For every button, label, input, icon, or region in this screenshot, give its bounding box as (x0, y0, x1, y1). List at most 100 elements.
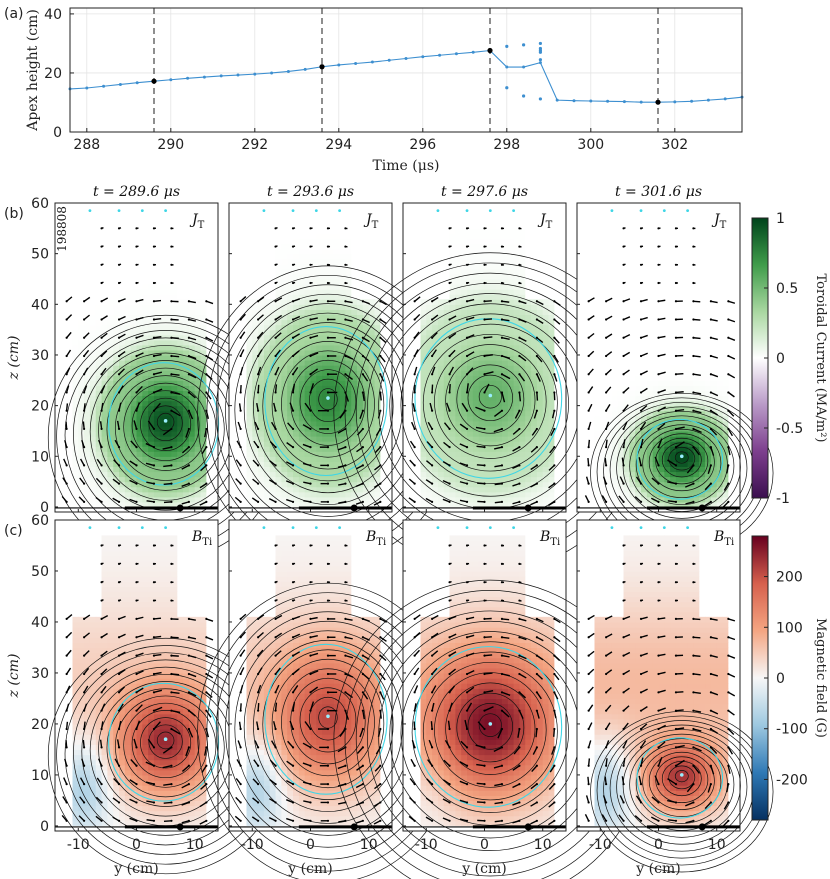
y-tick-label: 20 (31, 399, 49, 415)
heatmap-cell (165, 329, 173, 336)
vector-arrow (269, 441, 277, 448)
heatmap-cell (148, 223, 155, 229)
heatmap-cell (304, 233, 312, 240)
heatmap-cell (345, 233, 352, 240)
vector-arrow (153, 402, 161, 412)
vector-base (83, 373, 86, 376)
heatmap-cell (130, 344, 138, 351)
heatmap-cell (293, 299, 300, 305)
heatmap-cell (159, 258, 167, 265)
heatmap-cell (345, 218, 352, 224)
heatmap-cell (107, 258, 114, 265)
heatmap-cell (449, 339, 456, 346)
vector-base (535, 464, 538, 467)
data-point (639, 100, 643, 104)
vector-base (83, 318, 86, 321)
heatmap-cell (467, 309, 474, 316)
vector-base (83, 500, 86, 503)
heatmap-cell (322, 268, 329, 275)
heatmap-cell (130, 319, 138, 326)
heatmap-cell (258, 299, 265, 305)
vector-base (187, 354, 190, 358)
heatmap-cell (304, 339, 312, 346)
heatmap-cell (496, 390, 503, 397)
vector-arrow (100, 402, 104, 411)
heatmap-cell (293, 430, 300, 437)
vector-base (448, 500, 451, 503)
vector-arrow (547, 501, 555, 507)
heatmap-cell (455, 405, 462, 412)
heatmap-cell (136, 430, 143, 437)
heatmap-cell (472, 273, 480, 280)
heatmap-cell (525, 476, 532, 483)
heatmap-cell (304, 360, 312, 366)
heatmap-cell (437, 375, 445, 381)
heatmap-cell (507, 349, 515, 356)
vector-base (448, 373, 451, 376)
heatmap-cell (467, 476, 474, 483)
heatmap-cell (339, 486, 347, 493)
heatmap-cell (148, 349, 155, 356)
heatmap-cell (148, 253, 155, 260)
heatmap-cell (113, 299, 120, 305)
heatmap-cell (467, 501, 474, 507)
heatmap-cell (136, 456, 143, 462)
heatmap-cell (339, 395, 347, 402)
heatmap-cell (507, 273, 515, 280)
heatmap-cell (165, 400, 173, 407)
heatmap-cell (351, 339, 358, 346)
heatmap-cell (269, 496, 277, 503)
vector-arrow (345, 318, 353, 322)
heatmap-cell (333, 278, 341, 285)
vector-arrow (82, 421, 85, 429)
heatmap-cell (362, 425, 370, 432)
heatmap-cell (275, 233, 282, 240)
heatmap-cell (148, 415, 155, 422)
vector-arrow (461, 402, 468, 412)
heatmap-cell (281, 375, 288, 381)
heatmap-cell (165, 476, 173, 483)
heatmap-cell (119, 486, 126, 493)
heatmap-cell (177, 370, 184, 376)
heatmap-cell (113, 268, 120, 275)
heatmap-cell (310, 273, 317, 280)
heatmap-cell (420, 299, 427, 305)
heatmap-cell (316, 385, 323, 392)
heatmap-cell (531, 380, 538, 386)
heatmap-cell (183, 304, 190, 310)
probe-dot (164, 209, 168, 212)
heatmap-cell (461, 420, 468, 427)
heatmap-cell (200, 436, 207, 442)
heatmap-cell (525, 339, 532, 346)
heatmap-cell (310, 223, 317, 229)
heatmap-cell (513, 400, 521, 407)
heatmap-cell (107, 390, 114, 397)
heatmap-cell (519, 471, 526, 478)
heatmap-cell (84, 324, 91, 331)
heatmap-cell (246, 491, 253, 498)
heatmap-cell (472, 319, 480, 326)
heatmap-cell (119, 451, 126, 457)
heatmap-cell (200, 344, 207, 351)
heatmap-cell (72, 339, 79, 346)
vector-arrow (66, 367, 71, 375)
heatmap-cell (124, 304, 132, 310)
vector-base (170, 245, 173, 248)
heatmap-cell (142, 365, 149, 371)
vector-arrow (101, 332, 108, 339)
vector-arrow (118, 385, 124, 393)
heatmap-cell (165, 430, 173, 437)
heatmap-cell (89, 319, 97, 326)
vector-base (309, 227, 312, 230)
heatmap-cell (322, 233, 329, 240)
heatmap-cell (304, 481, 312, 488)
vector-field (61, 227, 214, 506)
heatmap-cell (374, 375, 381, 381)
heatmap-cell (281, 253, 288, 260)
heatmap-cell (72, 400, 79, 407)
heatmap-cell (472, 430, 480, 437)
vector-arrow (448, 384, 451, 393)
heatmap-cell (72, 436, 79, 442)
vector-arrow (146, 500, 155, 503)
heatmap-cell (472, 304, 480, 310)
